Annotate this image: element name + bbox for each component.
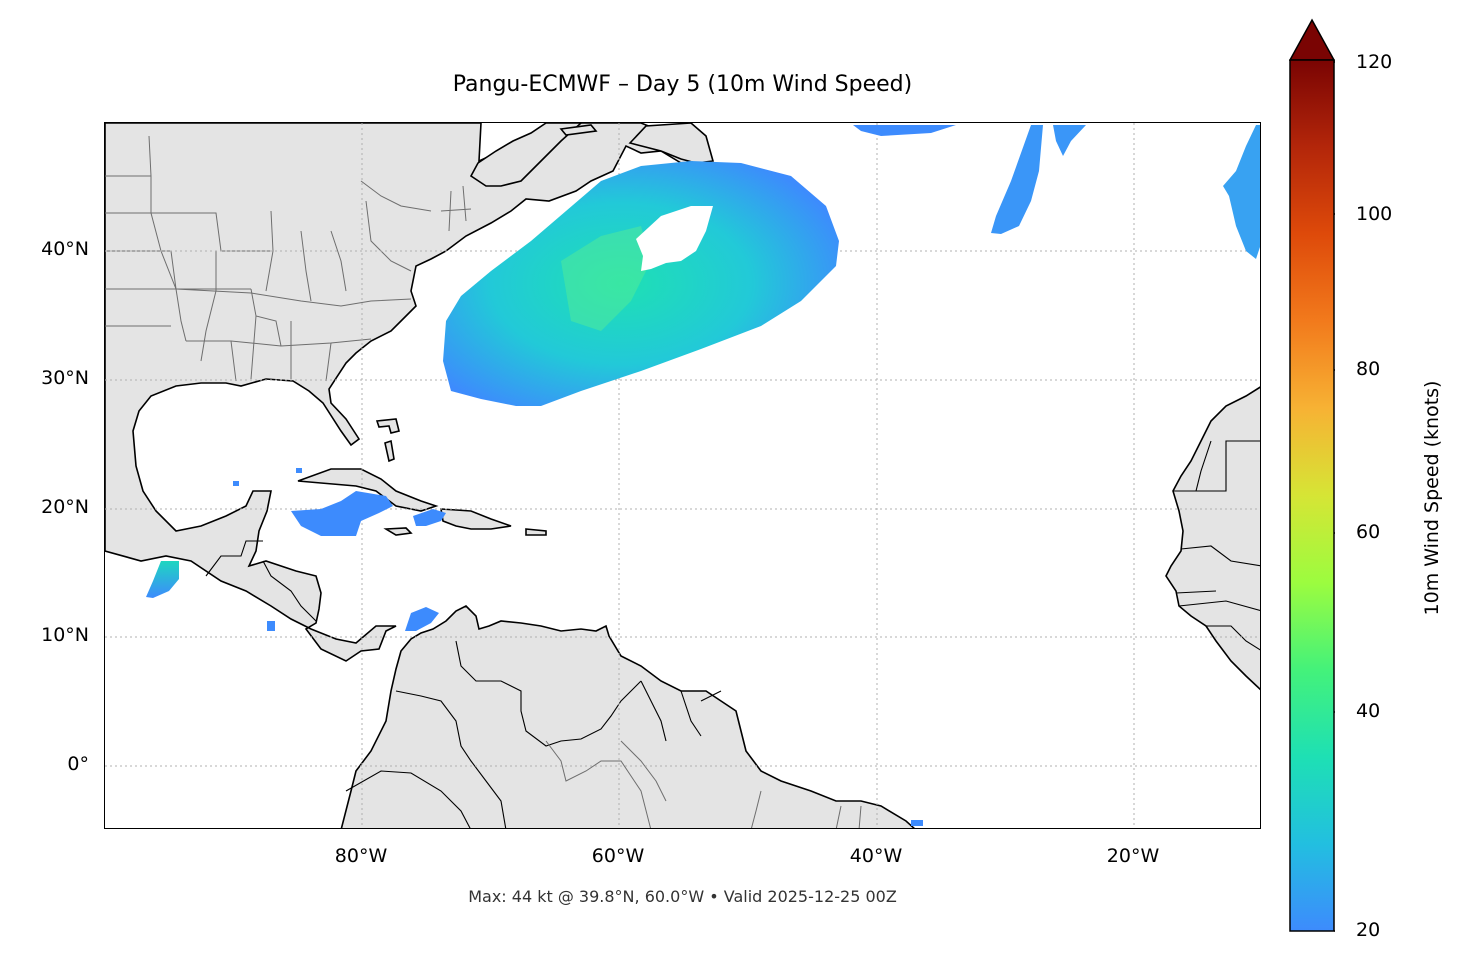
x-tick-60w: 60°W: [591, 845, 645, 867]
colorbar: [1289, 18, 1335, 932]
chart-title: Pangu-ECMWF – Day 5 (10m Wind Speed): [452, 72, 913, 97]
colombia-wind-patch: [405, 607, 439, 631]
x-tick-40w: 40°W: [849, 845, 903, 867]
colorbar-tick-60: 60: [1356, 521, 1381, 543]
atlantic-streak-1: [991, 125, 1043, 234]
max-wind-footer: Max: 44 kt @ 39.8°N, 60.0°W • Valid 2025…: [468, 887, 897, 906]
hispaniola-wind-patch: [413, 509, 446, 526]
y-tick-40n: 40°N: [41, 238, 89, 260]
atlantic-streak-2: [1053, 125, 1086, 156]
map-canvas: [105, 123, 1260, 828]
storm-core-green: [561, 226, 651, 331]
brazil-wind-speck: [911, 820, 923, 826]
colorbar-extend-arrow: [1289, 18, 1335, 61]
x-tick-80w: 80°W: [334, 845, 388, 867]
land-canada-maritimes: [469, 123, 715, 187]
colorbar-tick-120: 120: [1356, 51, 1393, 73]
minor-borders: [545, 740, 862, 828]
y-tick-20n: 20°N: [41, 496, 89, 518]
storm-eye-gap: [636, 206, 713, 271]
colorbar-tick-20: 20: [1356, 919, 1381, 941]
colorbar-label: 10m Wind Speed (knots): [1421, 380, 1443, 616]
y-tick-0: 0°: [67, 753, 89, 775]
country-borders: [205, 440, 1260, 828]
state-borders: [105, 135, 472, 382]
land-south-america: [340, 605, 915, 828]
land-north-america: [105, 123, 713, 662]
y-tick-10n: 10°N: [41, 624, 89, 646]
land-caribbean-islands: [297, 418, 547, 536]
colorbar-tick-80: 80: [1356, 358, 1381, 380]
x-tick-20w: 20°W: [1106, 845, 1160, 867]
iberia-wind-patch: [1223, 125, 1260, 259]
storm-wind-field: [443, 161, 839, 406]
tehuantepec-wind-jet: [146, 561, 179, 598]
map-plot-area: [104, 122, 1261, 829]
colorbar-tick-100: 100: [1356, 203, 1393, 225]
caribbean-wind-patch: [291, 491, 393, 536]
y-tick-30n: 30°N: [41, 367, 89, 389]
atlantic-streak-north: [853, 125, 956, 136]
colorbar-tick-40: 40: [1356, 700, 1381, 722]
land-africa: [1165, 386, 1260, 691]
wind-field: [146, 125, 1260, 826]
